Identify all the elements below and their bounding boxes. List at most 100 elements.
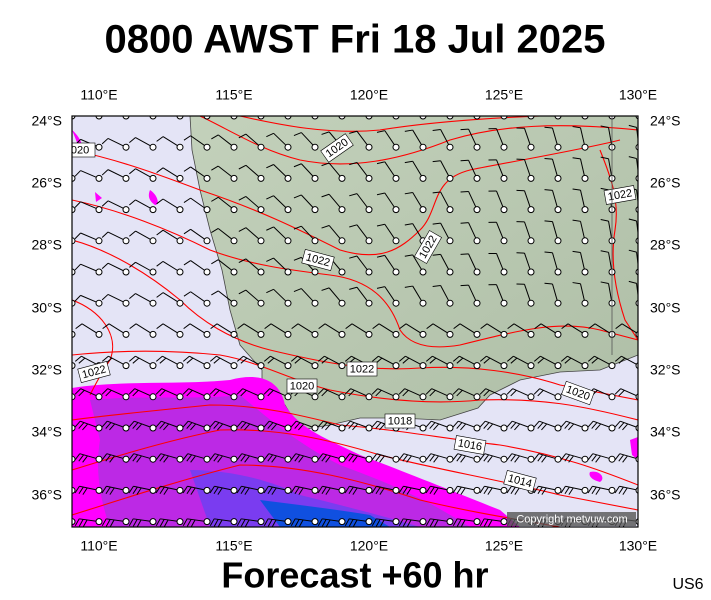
wind-barb xyxy=(266,226,292,245)
wind-barb xyxy=(432,160,454,182)
barb-flag xyxy=(433,455,439,463)
barb-flag xyxy=(101,518,107,527)
lat-label-left: 24°S xyxy=(31,113,62,129)
wind-barb xyxy=(72,268,76,276)
station xyxy=(230,206,238,214)
station xyxy=(365,393,373,401)
barb-flag xyxy=(533,485,539,494)
station xyxy=(365,299,373,307)
barb-flag xyxy=(456,422,463,429)
wind-barb xyxy=(95,116,103,120)
wind-barb xyxy=(128,388,157,401)
barb-flag xyxy=(129,199,136,206)
station xyxy=(122,393,130,401)
barb-flag xyxy=(568,423,575,431)
station xyxy=(122,486,130,494)
barb-flag xyxy=(399,323,407,329)
wind-barb xyxy=(236,388,265,401)
wind-barb xyxy=(533,388,562,401)
barb-flag xyxy=(534,323,542,329)
barb-flag xyxy=(537,454,544,462)
wind-barb xyxy=(460,253,481,276)
wind-barb xyxy=(183,291,211,307)
wind-barb xyxy=(488,284,508,307)
wind-barb xyxy=(155,388,184,401)
wind-barb xyxy=(506,388,535,401)
precipitation-moderate xyxy=(90,395,470,527)
wind-barb xyxy=(533,453,562,463)
wind-barb xyxy=(72,330,76,338)
barb-flag xyxy=(352,519,358,527)
station xyxy=(122,330,130,338)
barb-flag xyxy=(618,357,626,364)
wind-barb xyxy=(446,116,454,120)
barb-flag xyxy=(128,453,135,461)
barb-flag xyxy=(487,519,493,527)
barb-flag xyxy=(456,389,463,397)
station xyxy=(446,116,454,120)
barb-flag xyxy=(614,453,621,461)
wind-barb xyxy=(266,288,292,307)
wind-barb xyxy=(398,485,427,495)
barb-flag xyxy=(74,420,81,428)
station xyxy=(365,143,373,151)
barb-flag xyxy=(183,135,191,141)
wind-barb xyxy=(266,132,292,151)
wind-barb xyxy=(516,283,535,307)
wind-barb xyxy=(452,453,481,463)
station xyxy=(230,116,238,120)
station xyxy=(230,393,238,401)
station xyxy=(176,362,184,370)
barb-flag xyxy=(344,420,351,428)
wind-barb xyxy=(452,420,481,432)
barb-flag xyxy=(290,518,296,527)
barb-flag xyxy=(591,486,597,495)
station xyxy=(176,237,184,245)
wind-barb xyxy=(506,453,535,463)
barb-flag xyxy=(264,323,272,329)
station xyxy=(122,174,130,182)
station xyxy=(554,486,562,494)
wind-barb xyxy=(290,453,319,463)
barb-flag xyxy=(348,454,355,462)
barb-flag xyxy=(101,231,109,238)
wind-barb xyxy=(128,518,157,527)
station xyxy=(365,206,373,214)
station xyxy=(554,143,562,151)
wind-barb xyxy=(74,453,103,463)
wind-barb xyxy=(128,453,157,463)
barb-flag xyxy=(156,136,164,142)
station xyxy=(581,143,589,151)
wind-barb xyxy=(183,260,211,276)
barb-flag xyxy=(510,357,518,364)
station xyxy=(149,206,157,214)
station xyxy=(419,518,427,526)
station xyxy=(72,206,76,214)
station xyxy=(284,268,292,276)
lat-label-right: 36°S xyxy=(650,487,681,503)
barb-flag xyxy=(402,486,408,495)
barb-flag xyxy=(263,355,271,362)
station xyxy=(95,455,103,463)
wind-barb xyxy=(101,293,130,307)
barb-flag xyxy=(211,290,219,296)
wind-barb xyxy=(349,193,373,214)
barb-flag xyxy=(348,486,354,495)
wind-barb xyxy=(263,485,292,495)
wind-barb xyxy=(238,258,265,276)
wind-barb xyxy=(544,251,562,276)
station xyxy=(72,299,76,307)
barb-flag xyxy=(129,323,137,329)
station xyxy=(257,143,265,151)
station xyxy=(176,268,184,276)
station xyxy=(284,206,292,214)
barb-flag xyxy=(433,487,439,495)
isobar-label: 1016 xyxy=(453,435,487,455)
station xyxy=(500,424,508,432)
barb-flag xyxy=(129,293,136,300)
wind-barb xyxy=(587,485,616,495)
barb-flag xyxy=(290,420,297,428)
barb-flag xyxy=(544,157,553,160)
barb-flag xyxy=(429,454,436,462)
barb-flag xyxy=(429,422,436,429)
